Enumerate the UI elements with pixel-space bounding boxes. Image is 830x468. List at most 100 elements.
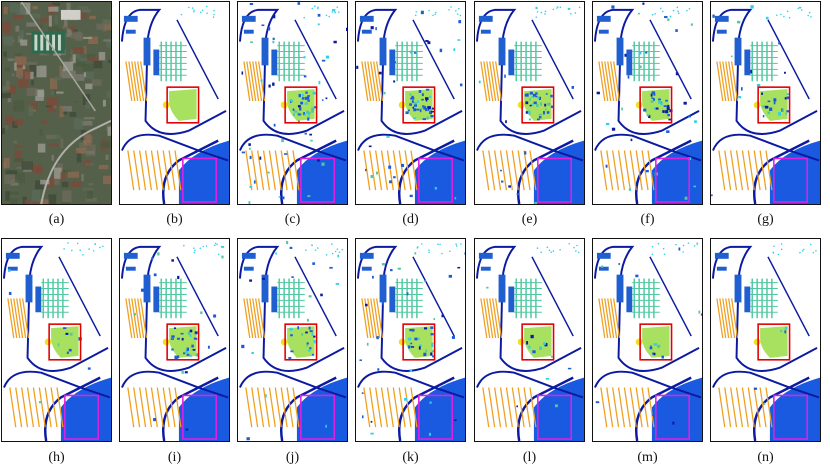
classification-map <box>2 239 111 441</box>
highlight-box-red <box>639 323 673 361</box>
meadow-region <box>524 326 552 358</box>
building-stripe <box>143 37 151 66</box>
classification-map-panel <box>355 238 466 442</box>
highlight-box-magenta <box>655 157 691 203</box>
classification-map-panel <box>710 1 821 205</box>
highlight-box-magenta <box>537 157 573 203</box>
highlight-box-red <box>166 86 200 124</box>
panel-caption: (i) <box>167 450 182 465</box>
building-stripe <box>389 49 396 76</box>
classification-map-panel <box>237 238 348 442</box>
classification-map-panel <box>474 1 585 205</box>
meadow-region <box>169 89 197 121</box>
classification-map <box>120 239 229 441</box>
panel-caption: (f) <box>640 212 655 227</box>
building-stripe <box>508 286 515 313</box>
classification-map-panel <box>474 238 585 442</box>
panel-caption: (k) <box>402 450 419 465</box>
building-stripe <box>379 37 387 66</box>
panel-caption: (j) <box>285 450 300 465</box>
highlight-box-magenta <box>773 394 809 440</box>
classification-map <box>238 2 347 204</box>
highlight-box-red <box>48 323 82 361</box>
classification-map-panel <box>119 238 230 442</box>
meadow-region <box>642 89 670 121</box>
meadow-region <box>760 326 788 358</box>
highlight-box-red <box>402 323 436 361</box>
highlight-box-magenta <box>300 157 336 203</box>
panel-caption: (m) <box>637 450 658 465</box>
building-stripe <box>143 274 151 303</box>
building-stripe <box>498 37 506 66</box>
classification-map <box>593 239 702 441</box>
panel-caption: (a) <box>48 212 65 227</box>
building-stripe <box>379 274 387 303</box>
highlight-box-magenta <box>182 394 218 440</box>
highlight-box-magenta <box>418 157 454 203</box>
highlight-box-red <box>284 323 318 361</box>
building-stripe <box>25 274 33 303</box>
classification-map <box>356 2 465 204</box>
building-stripe <box>261 274 269 303</box>
building-stripe <box>153 286 160 313</box>
building-stripe <box>616 37 624 66</box>
highlight-box-red <box>402 86 436 124</box>
classification-map-panel <box>355 1 466 205</box>
panel-caption: (g) <box>757 212 774 227</box>
panel-caption: (c) <box>284 212 301 227</box>
highlight-box-red <box>757 86 791 124</box>
highlight-box-magenta <box>537 394 573 440</box>
panel-caption: (b) <box>166 212 183 227</box>
classification-map <box>475 2 584 204</box>
classification-map-panel <box>592 238 703 442</box>
building-stripe <box>744 286 751 313</box>
highlight-box-magenta <box>655 394 691 440</box>
panel-caption: (d) <box>402 212 419 227</box>
highlight-box-red <box>284 86 318 124</box>
highlight-box-magenta <box>182 157 218 203</box>
classification-map-panel <box>237 1 348 205</box>
highlight-box-red <box>521 86 555 124</box>
classification-map <box>711 239 820 441</box>
classification-map <box>120 2 229 204</box>
meadow-region <box>287 326 315 358</box>
highlight-box-magenta <box>300 394 336 440</box>
building-stripe <box>734 37 742 66</box>
building-stripe <box>153 49 160 76</box>
highlight-box-magenta <box>773 157 809 203</box>
building-stripe <box>626 49 633 76</box>
building-stripe <box>389 286 396 313</box>
classification-map <box>238 239 347 441</box>
building-stripe <box>35 286 42 313</box>
building-stripe <box>734 274 742 303</box>
classification-map-panel <box>1 238 112 442</box>
highlight-box-red <box>757 323 791 361</box>
building-stripe <box>508 49 515 76</box>
classification-map <box>475 239 584 441</box>
panel-caption: (n) <box>757 450 774 465</box>
building-stripe <box>271 286 278 313</box>
panel-caption: (l) <box>522 450 537 465</box>
highlight-box-red <box>166 323 200 361</box>
highlight-box-magenta <box>418 394 454 440</box>
building-stripe <box>498 274 506 303</box>
panel-caption: (e) <box>521 212 538 227</box>
meadow-region <box>642 326 670 358</box>
classification-map <box>711 2 820 204</box>
aerial-photo-panel <box>1 1 112 205</box>
classification-map <box>356 239 465 441</box>
aerial-photo <box>2 2 111 204</box>
building-stripe <box>261 37 269 66</box>
classification-map <box>593 2 702 204</box>
classification-map-panel <box>119 1 230 205</box>
classification-map-panel <box>592 1 703 205</box>
highlight-box-red <box>639 86 673 124</box>
highlight-box-red <box>521 323 555 361</box>
classification-map-panel <box>710 238 821 442</box>
building-stripe <box>271 49 278 76</box>
building-stripe <box>744 49 751 76</box>
building-stripe <box>616 274 624 303</box>
panel-caption: (h) <box>48 450 65 465</box>
highlight-box-magenta <box>64 394 100 440</box>
building-stripe <box>626 286 633 313</box>
